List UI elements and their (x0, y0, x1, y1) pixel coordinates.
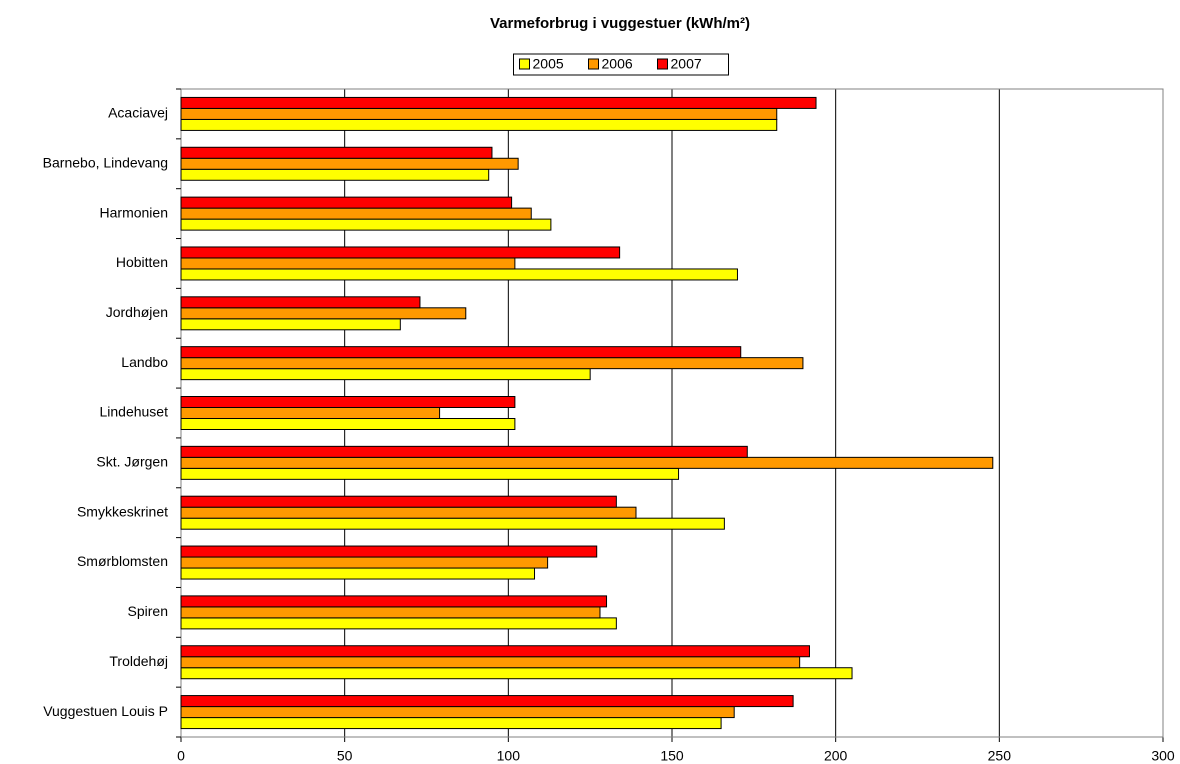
bar (180, 107, 778, 120)
legend-swatch (519, 58, 530, 70)
bar (180, 196, 513, 209)
bar (180, 506, 637, 519)
y-tick-label: Landbo (121, 354, 168, 370)
legend-swatch (588, 58, 599, 70)
bar (180, 318, 401, 331)
y-tick-label: Barnebo, Lindevang (43, 154, 168, 170)
y-tick-label: Smykkeskrinet (77, 503, 168, 519)
y-tick-label: Jordhøjen (106, 304, 168, 320)
bar (180, 268, 738, 281)
x-tick-label: 250 (988, 748, 1012, 764)
x-tick-label: 0 (177, 748, 185, 764)
y-tick-label: Lindehuset (99, 404, 168, 420)
x-tick-label: 100 (497, 748, 521, 764)
bar (180, 567, 536, 580)
chart-title: Varmeforbrug i vuggestuer (kWh/m²) (490, 15, 750, 32)
y-tick-label: Acaciavej (108, 105, 168, 121)
x-tick-label: 50 (337, 748, 353, 764)
legend-swatch (657, 58, 668, 70)
bar (180, 346, 742, 359)
bar (180, 146, 493, 159)
bar (180, 445, 748, 458)
y-tick-label: Smørblomsten (77, 553, 168, 569)
bar (180, 96, 817, 109)
bar (180, 418, 516, 430)
bar (180, 257, 516, 270)
bar (180, 168, 490, 181)
y-tick-label: Harmonien (100, 204, 168, 220)
y-tick-label: Hobitten (116, 254, 168, 270)
bar (180, 357, 804, 370)
bar (180, 717, 722, 730)
bar (180, 617, 617, 630)
bar (180, 118, 778, 131)
bar (180, 517, 725, 530)
bar (180, 495, 617, 508)
y-tick-label: Spiren (128, 603, 168, 619)
bar (180, 456, 994, 469)
bar (180, 695, 794, 708)
bar (180, 296, 421, 309)
bar (180, 407, 441, 419)
bar (180, 667, 853, 680)
bar (180, 396, 516, 408)
legend-label: 2007 (671, 56, 702, 72)
y-tick-label: Vuggestuen Louis P (43, 703, 168, 719)
x-tick-label: 300 (1151, 748, 1175, 764)
bar (180, 207, 532, 220)
bar (180, 157, 519, 170)
bar (180, 606, 601, 619)
legend-box (513, 53, 729, 76)
bar (180, 246, 621, 259)
bar (180, 595, 608, 608)
legend-label: 2005 (533, 56, 564, 72)
bar (180, 556, 549, 569)
bar (180, 545, 598, 558)
bar (180, 307, 467, 320)
bar (180, 218, 552, 231)
bar (180, 645, 810, 658)
bar (180, 706, 735, 719)
bar (180, 656, 801, 669)
x-tick-label: 200 (824, 748, 848, 764)
bar (180, 368, 591, 381)
legend-label: 2006 (602, 56, 633, 72)
x-tick-label: 150 (660, 748, 684, 764)
bar (180, 467, 680, 480)
y-tick-label: Troldehøj (109, 653, 168, 669)
y-tick-label: Skt. Jørgen (96, 454, 168, 470)
